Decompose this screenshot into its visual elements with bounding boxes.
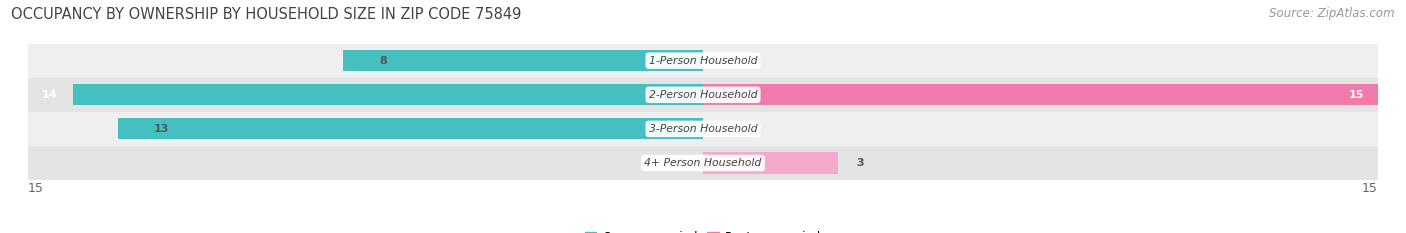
Text: 0: 0 <box>721 56 728 66</box>
Bar <box>703 152 838 174</box>
Text: 15: 15 <box>1348 90 1364 100</box>
Text: 4+ Person Household: 4+ Person Household <box>644 158 762 168</box>
Bar <box>28 146 1378 180</box>
Text: 15: 15 <box>28 182 44 195</box>
Bar <box>343 50 703 71</box>
Text: 13: 13 <box>155 124 170 134</box>
Text: Source: ZipAtlas.com: Source: ZipAtlas.com <box>1270 7 1395 20</box>
Text: 8: 8 <box>380 56 387 66</box>
Text: 0: 0 <box>721 124 728 134</box>
Text: 2-Person Household: 2-Person Household <box>648 90 758 100</box>
Text: 14: 14 <box>42 90 58 100</box>
Text: 3: 3 <box>856 158 863 168</box>
Legend: Owner-occupied, Renter-occupied: Owner-occupied, Renter-occupied <box>579 226 827 233</box>
Bar <box>28 78 1378 112</box>
Bar <box>28 112 1378 146</box>
Bar <box>703 84 1378 105</box>
Text: 0: 0 <box>678 158 685 168</box>
Bar <box>118 118 703 140</box>
Bar <box>28 44 1378 78</box>
Text: 1-Person Household: 1-Person Household <box>648 56 758 66</box>
Text: 15: 15 <box>1362 182 1378 195</box>
Bar <box>73 84 703 105</box>
Text: 3-Person Household: 3-Person Household <box>648 124 758 134</box>
Text: OCCUPANCY BY OWNERSHIP BY HOUSEHOLD SIZE IN ZIP CODE 75849: OCCUPANCY BY OWNERSHIP BY HOUSEHOLD SIZE… <box>11 7 522 22</box>
